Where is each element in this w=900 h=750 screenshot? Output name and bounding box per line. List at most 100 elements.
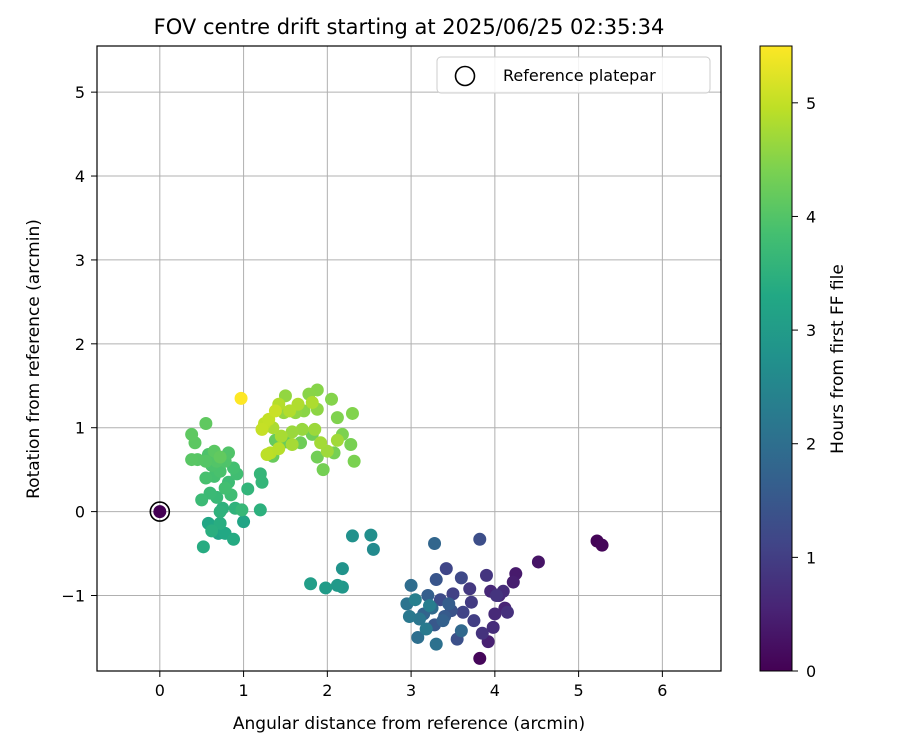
data-point	[364, 528, 378, 542]
data-point	[330, 578, 344, 592]
data-point	[255, 422, 269, 436]
data-point	[305, 396, 319, 410]
data-point	[488, 607, 502, 621]
data-point	[344, 437, 358, 451]
data-point	[475, 626, 489, 640]
data-point	[319, 581, 333, 595]
data-point	[235, 503, 249, 517]
reference-platepar-marker	[149, 501, 171, 522]
data-point	[310, 450, 324, 464]
data-point	[404, 578, 418, 592]
data-point	[402, 609, 416, 623]
data-point	[423, 599, 437, 613]
data-point	[429, 637, 443, 651]
x-tick-label: 3	[406, 681, 416, 700]
data-point	[345, 529, 359, 543]
data-points	[153, 383, 609, 665]
data-point	[295, 422, 309, 436]
data-point	[213, 450, 227, 464]
data-point	[330, 433, 344, 447]
colorbar-ticks: 0 1 2 3 4 5	[792, 94, 816, 681]
data-point	[439, 562, 453, 576]
data-point	[408, 593, 422, 607]
data-point	[185, 453, 199, 467]
data-point	[454, 624, 468, 638]
data-point	[345, 406, 359, 420]
data-point	[268, 404, 282, 418]
data-point	[199, 417, 213, 431]
plot-frame	[96, 45, 722, 672]
colorbar-gradient	[759, 45, 793, 672]
data-point	[185, 427, 199, 441]
data-point	[429, 573, 443, 587]
y-axis-ticks: −1 0 1 2 3 4 5	[61, 83, 97, 605]
data-point	[419, 622, 433, 636]
data-point	[195, 493, 209, 507]
data-point	[283, 404, 297, 418]
data-point	[531, 555, 545, 569]
data-point	[411, 630, 425, 644]
data-point	[347, 454, 361, 468]
data-point	[285, 425, 299, 439]
data-point	[467, 614, 481, 628]
x-tick-label: 5	[574, 681, 584, 700]
x-tick-label: 4	[490, 681, 500, 700]
colorbar-tick-label: 5	[806, 94, 816, 113]
data-point	[412, 612, 426, 626]
x-tick-label: 6	[657, 681, 667, 700]
x-tick-label: 0	[155, 681, 165, 700]
data-point	[325, 392, 339, 406]
data-point	[446, 587, 460, 601]
y-tick-label: 3	[75, 251, 85, 270]
data-point	[205, 524, 219, 538]
y-tick-label: 0	[75, 503, 85, 522]
data-point	[253, 467, 267, 481]
y-axis-label: Rotation from reference (arcmin)	[24, 219, 44, 499]
data-point	[213, 505, 227, 519]
data-point	[366, 542, 380, 556]
data-point	[442, 597, 456, 611]
data-point	[490, 588, 504, 602]
data-point	[237, 515, 251, 529]
y-tick-label: 4	[75, 167, 85, 186]
data-point	[274, 429, 288, 443]
data-point	[234, 391, 248, 405]
data-point	[335, 562, 349, 576]
data-point	[421, 588, 435, 602]
data-point	[330, 411, 344, 425]
data-point	[436, 614, 450, 628]
data-point	[456, 605, 470, 619]
data-point	[454, 571, 468, 585]
data-point	[218, 481, 232, 495]
data-point	[304, 577, 318, 591]
chart-title: FOV centre drift starting at 2025/06/25 …	[154, 15, 665, 39]
x-tick-label: 1	[238, 681, 248, 700]
data-point	[506, 575, 520, 589]
data-point	[464, 595, 478, 609]
y-tick-label: 1	[75, 419, 85, 438]
data-point	[241, 482, 255, 496]
colorbar-tick-label: 3	[806, 321, 816, 340]
colorbar-tick-label: 1	[806, 548, 816, 567]
y-tick-label: −1	[61, 586, 85, 605]
data-point	[308, 422, 322, 436]
y-tick-label: 5	[75, 83, 85, 102]
data-point	[428, 536, 442, 550]
data-point	[196, 540, 210, 554]
data-point	[285, 437, 299, 451]
legend-box	[436, 56, 711, 94]
x-axis-ticks: 0 1 2 3 4 5 6	[155, 671, 667, 700]
data-point	[260, 448, 274, 462]
colorbar: 0 1 2 3 4 5 Hours from first FF file	[759, 45, 848, 681]
data-point	[316, 463, 330, 477]
data-point	[500, 605, 514, 619]
data-point	[486, 620, 500, 634]
data-point	[473, 651, 487, 665]
colorbar-label: Hours from first FF file	[828, 264, 848, 454]
colorbar-tick-label: 0	[806, 662, 816, 681]
data-point	[253, 503, 267, 517]
grid-lines	[97, 46, 721, 671]
data-point	[473, 532, 487, 546]
data-point	[213, 516, 227, 530]
